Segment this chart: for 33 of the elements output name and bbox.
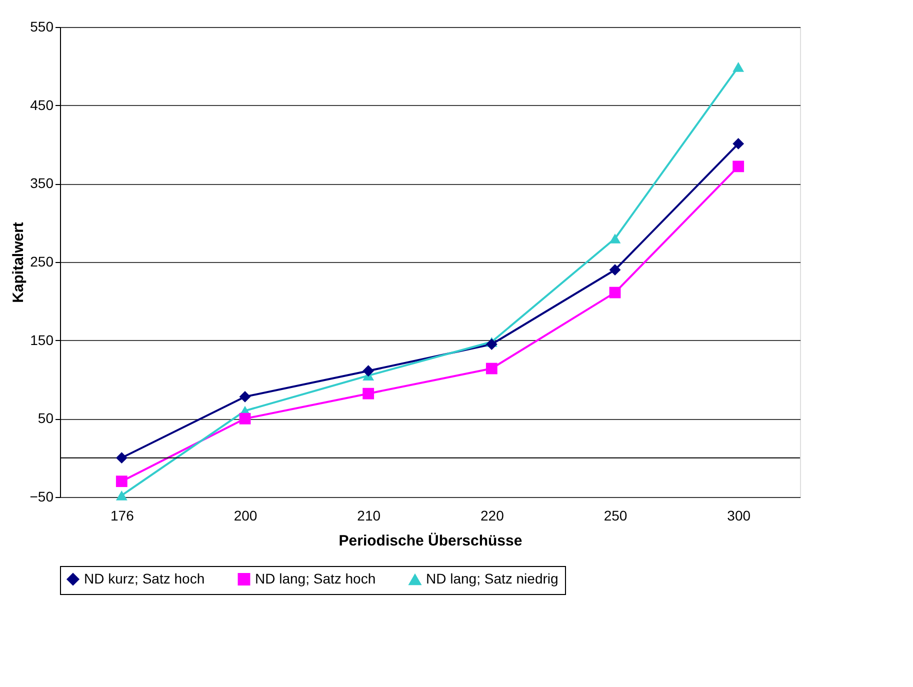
point (116, 452, 128, 464)
legend-label: ND lang; Satz niedrig (426, 570, 558, 587)
point (732, 62, 744, 72)
y-tick-label: 150 (30, 332, 54, 348)
point (239, 412, 251, 424)
point (732, 138, 744, 150)
y-tick-label: 50 (38, 410, 54, 426)
point (362, 365, 374, 377)
legend-label: ND kurz; Satz hoch (84, 570, 205, 586)
x-tick-label: 210 (357, 508, 381, 524)
y-tick-label: 550 (30, 18, 54, 34)
y-tick-label: −50 (30, 488, 54, 504)
x-axis-title: Periodische Überschüsse (338, 532, 522, 550)
point (609, 286, 621, 298)
point (116, 490, 128, 500)
y-tick-label: 450 (30, 96, 54, 113)
y-tick-label: 350 (30, 175, 54, 192)
point (116, 476, 128, 488)
point (486, 338, 498, 350)
point (486, 362, 498, 374)
y-axis-title: Kapitalwert (10, 222, 27, 303)
y-tick-label: 250 (30, 254, 54, 270)
x-tick-label: 250 (604, 508, 628, 524)
x-tick-label: 200 (234, 508, 258, 524)
x-tick-label: 300 (727, 508, 751, 524)
x-tick-label: 176 (110, 508, 134, 524)
x-tick-label: 220 (480, 508, 504, 524)
point (609, 264, 621, 276)
point (239, 391, 251, 402)
point (609, 234, 621, 244)
point (362, 388, 374, 400)
legend-label: ND lang; Satz hoch (255, 570, 376, 586)
point (732, 160, 744, 172)
